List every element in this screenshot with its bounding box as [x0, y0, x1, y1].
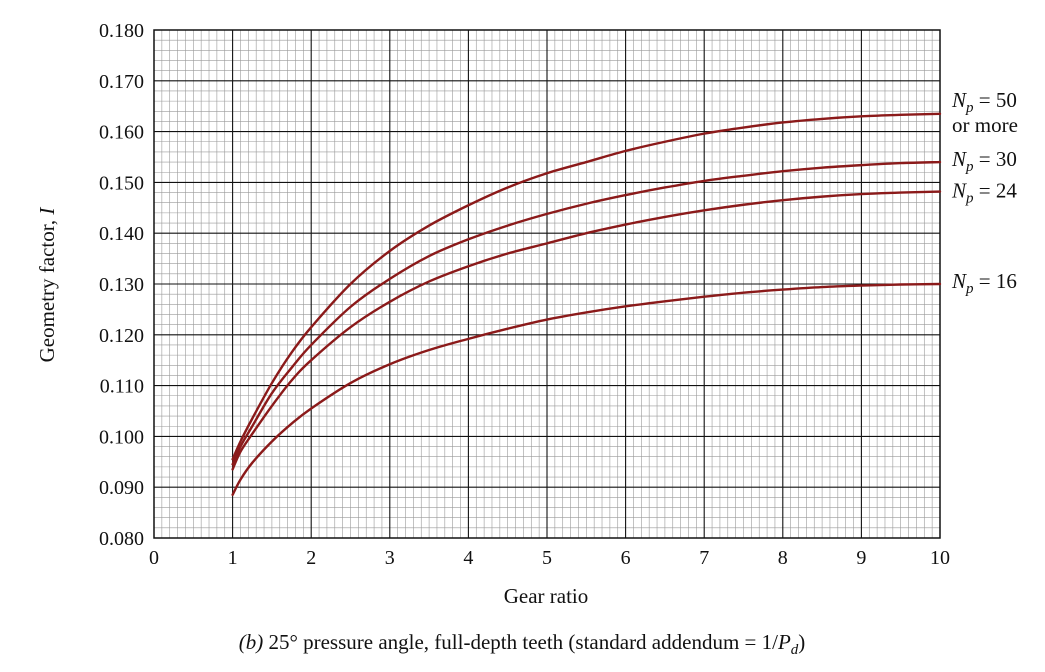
series-label-line2: or more — [952, 113, 1018, 137]
y-axis-title: Geometry factor, I — [35, 207, 59, 363]
x-tick-label: 3 — [385, 547, 395, 569]
y-tick-label: 0.130 — [99, 274, 144, 296]
figure-caption: (b) 25° pressure angle, full-depth teeth… — [239, 630, 806, 658]
x-tick-label: 2 — [306, 547, 316, 569]
y-tick-label: 0.110 — [100, 376, 144, 398]
x-tick-label: 4 — [463, 547, 473, 569]
x-tick-label: 6 — [621, 547, 631, 569]
y-tick-label: 0.120 — [99, 325, 144, 347]
x-tick-labels: 0 1 2 3 4 5 6 7 8 9 10 — [149, 547, 950, 569]
y-tick-label: 0.150 — [99, 172, 144, 194]
y-tick-label: 0.080 — [99, 528, 144, 550]
series-label-value: = 24 — [974, 179, 1018, 203]
x-tick-label: 1 — [228, 547, 238, 569]
series-label-symbol: N — [951, 88, 967, 112]
series-lines — [231, 112, 942, 497]
x-tick-label: 0 — [149, 547, 159, 569]
caption-subscript: d — [791, 642, 799, 658]
y-tick-labels: 0.080 0.090 0.100 0.110 0.120 0.130 0.140 0.150… — [99, 20, 144, 550]
y-tick-label: 0.090 — [99, 477, 144, 499]
x-axis-title: Gear ratio — [504, 584, 589, 608]
caption-close: ) — [798, 630, 805, 654]
series-line — [231, 112, 942, 461]
series-label-subscript: p — [965, 159, 974, 175]
series-label-symbol: N — [951, 147, 967, 171]
series-line — [231, 190, 942, 471]
x-tick-label: 10 — [930, 547, 950, 569]
x-tick-label: 9 — [856, 547, 866, 569]
y-tick-label: 0.140 — [99, 223, 144, 245]
y-tick-label: 0.100 — [99, 426, 144, 448]
series-label-subscript: p — [965, 100, 974, 116]
x-tick-label: 5 — [542, 547, 552, 569]
caption-text: 25° pressure angle, full-depth teeth (st… — [263, 630, 778, 654]
x-tick-label: 8 — [778, 547, 788, 569]
series-label-value: = 30 — [974, 147, 1017, 171]
series-label-value: = 16 — [974, 269, 1017, 293]
series-line — [231, 282, 942, 497]
series-label-symbol: N — [951, 179, 967, 203]
series-label-symbol: N — [951, 269, 967, 293]
y-axis-title-text: Geometry factor, — [35, 215, 59, 363]
series-label: Np = 50 — [951, 88, 1017, 116]
series-line — [231, 160, 942, 466]
y-tick-label: 0.180 — [99, 20, 144, 42]
series-label: Np = 24 — [951, 179, 1017, 207]
x-tick-label: 7 — [699, 547, 709, 569]
series-label: Np = 16 — [951, 269, 1017, 297]
series-label-value: = 50 — [974, 88, 1017, 112]
y-axis-title-symbol: I — [35, 207, 59, 216]
y-tick-label: 0.170 — [99, 71, 144, 93]
series-label-subscript: p — [965, 191, 974, 207]
series-label: Np = 30 — [951, 147, 1017, 175]
series-label-subscript: p — [965, 281, 974, 297]
y-tick-label: 0.160 — [99, 122, 144, 144]
caption-part: (b) — [239, 630, 264, 654]
caption-symbol: P — [777, 630, 791, 654]
major-grid — [154, 30, 940, 538]
